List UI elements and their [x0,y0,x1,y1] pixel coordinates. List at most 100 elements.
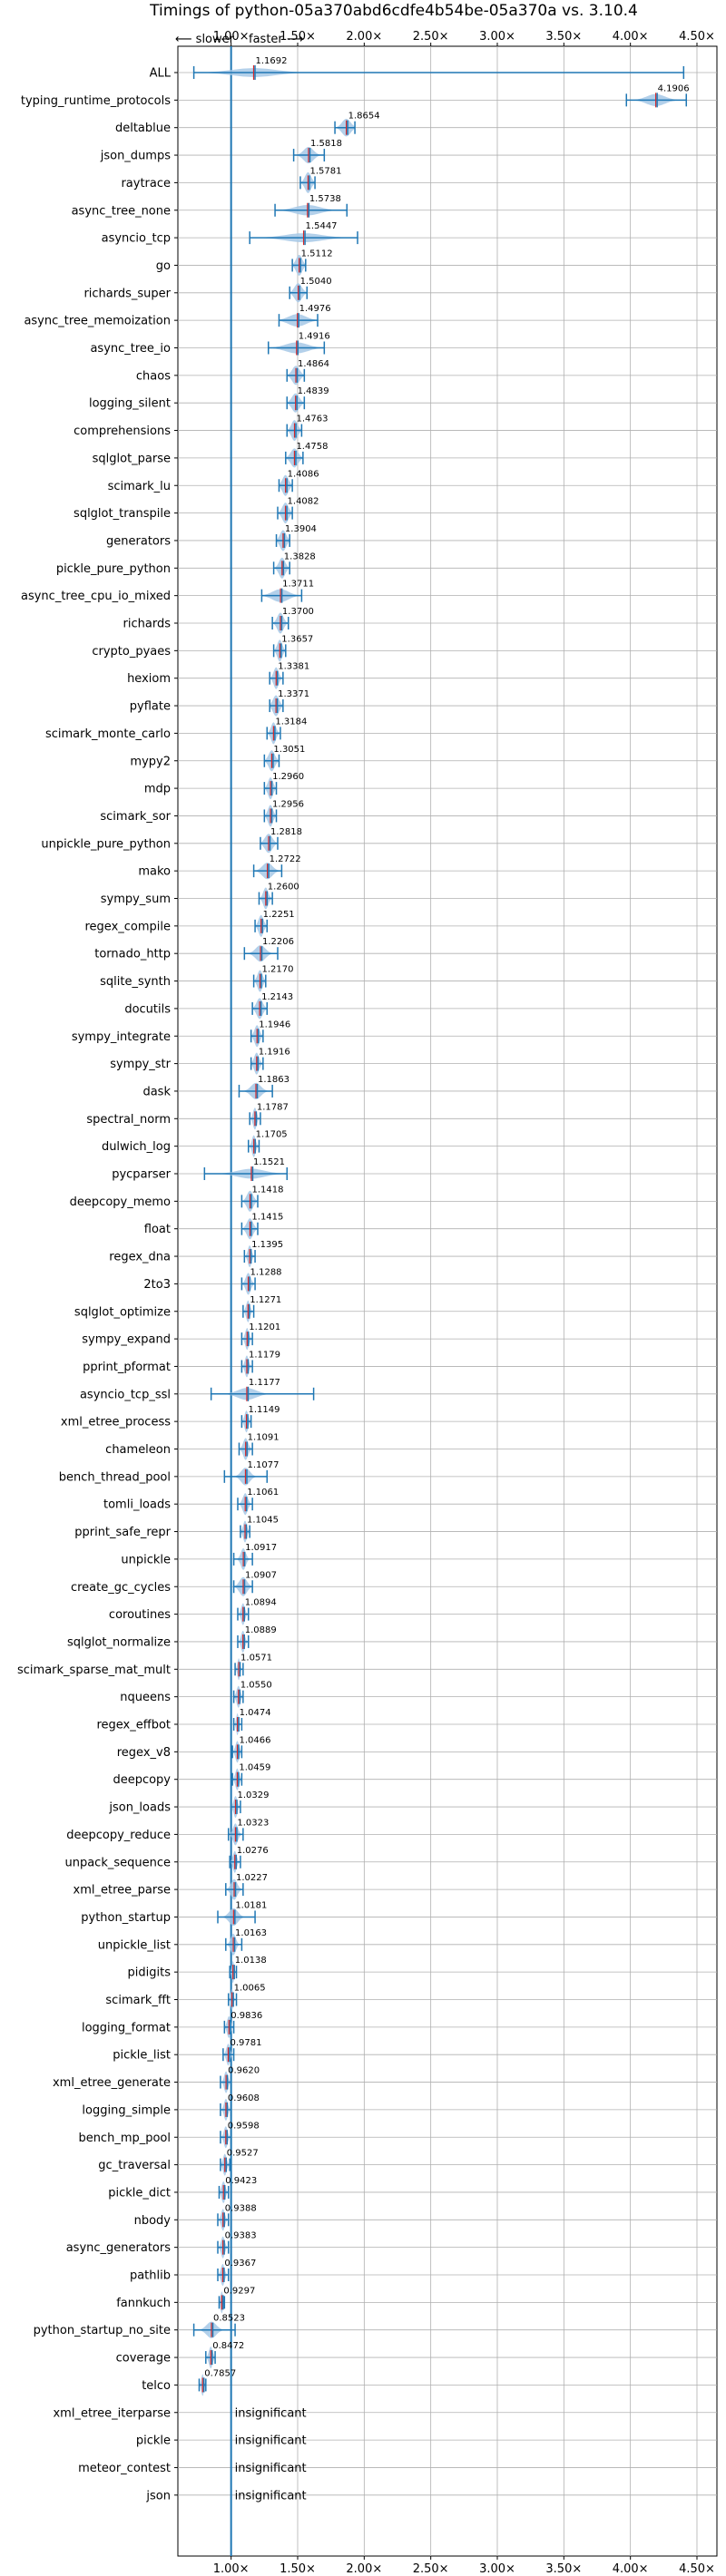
value-label: 1.2722 [270,854,301,864]
value-label: 1.3371 [278,689,309,699]
value-label: 0.9527 [227,2149,259,2159]
value-label: 4.1906 [658,83,690,93]
value-label: 1.4839 [298,386,329,396]
benchmark-label: scimark_fft [105,1994,171,2007]
benchmark-label: sympy_sum [101,893,171,906]
value-label: 1.3828 [284,551,316,561]
value-label: 1.3711 [282,580,314,590]
value-label: 1.3184 [275,717,307,727]
value-label: 1.4086 [288,469,319,479]
value-label: 1.1045 [247,1516,279,1526]
x-tick-label-bottom: 1.00× [213,2562,250,2576]
value-label: 0.7857 [204,2368,236,2378]
x-tick-label-top: 3.50× [545,30,582,44]
value-label: 1.4916 [299,332,330,342]
value-label: 1.8654 [348,112,380,122]
value-label: 1.3381 [278,662,309,672]
value-label: 0.9297 [223,2286,255,2296]
benchmark-label: deepcopy_memo [70,1195,171,1209]
benchmark-label: go [156,259,171,273]
benchmark-label: sqlite_synth [100,975,171,989]
value-label: 1.3051 [273,745,305,755]
benchmark-label: python_startup_no_site [34,2324,171,2337]
value-label: 0.9608 [228,2093,260,2103]
benchmark-label: regex_compile [84,920,171,933]
benchmark-label: create_gc_cycles [71,1581,171,1595]
insignificant-label: insignificant [235,2489,307,2503]
benchmark-label: fannkuch [116,2297,171,2310]
value-label: 1.0550 [240,1681,272,1691]
benchmark-label: regex_dna [109,1251,171,1264]
benchmark-label: dask [142,1085,171,1098]
x-tick-label-bottom: 2.50× [413,2562,449,2576]
value-label: 1.0459 [239,1763,270,1773]
benchmark-label: scimark_sparse_mat_mult [17,1664,171,1677]
chart-title: Timings of python-05a370abd6cdfe4b54be-0… [149,2,638,20]
value-label: 1.3700 [282,607,314,617]
value-label: 0.9383 [225,2231,257,2241]
value-label: 1.1395 [251,1240,283,1250]
value-label: 1.4864 [298,359,329,369]
value-label: 1.2143 [261,992,293,1002]
value-label: 1.2960 [272,772,304,782]
insignificant-label: insignificant [235,2406,307,2420]
value-label: 0.9781 [230,2038,261,2048]
value-label: 1.0163 [235,1928,267,1938]
benchmark-label: sqlglot_transpile [74,507,171,521]
value-label: 1.0894 [245,1598,277,1608]
value-label: 1.0276 [237,1846,269,1856]
benchmark-label: pickle_dict [108,2186,171,2200]
value-label: 0.8523 [213,2314,245,2324]
value-label: 1.0474 [240,1708,271,1718]
value-label: 1.5040 [300,277,332,287]
value-label: 0.9836 [231,2011,262,2021]
benchmark-label: scimark_lu [108,480,171,493]
benchmark-label: deltablue [115,122,171,135]
x-tick-label-bottom: 1.50× [280,2562,316,2576]
benchmark-label: pathlib [130,2269,171,2283]
value-label: 1.1177 [249,1378,280,1388]
value-label: 1.2170 [261,965,293,975]
value-label: 0.9423 [225,2176,257,2186]
benchmark-label: logging_format [82,2021,171,2034]
faster-direction-label: faster ⟶ [249,33,304,46]
benchmark-label: pprint_safe_repr [74,1526,171,1539]
benchmark-label: mypy2 [130,755,171,768]
value-label: 1.0329 [237,1791,269,1800]
x-tick-label-top: 1.50× [280,30,316,44]
benchmark-label: docutils [124,1002,171,1016]
benchmark-label: richards_super [83,287,171,300]
benchmark-label: async_tree_none [72,204,171,218]
benchmark-label: json [145,2489,171,2503]
value-label: 1.1288 [250,1267,282,1277]
value-label: 1.1271 [250,1295,281,1305]
benchmark-label: bench_mp_pool [78,2132,171,2145]
benchmark-label: sqlglot_normalize [67,1635,171,1649]
benchmark-label: pickle_pure_python [56,562,171,576]
benchmark-label: logging_simple [82,2103,171,2117]
x-tick-label-top: 4.00× [613,30,649,44]
value-label: 1.1916 [259,1048,290,1058]
benchmark-label: mako [138,865,171,879]
value-label: 0.9620 [228,2066,260,2076]
benchmark-label: xml_etree_generate [53,2076,171,2090]
benchmark-label: hexiom [127,672,171,686]
value-label: 1.0227 [236,1873,268,1883]
value-label: 1.2206 [262,937,294,947]
benchmark-label: gc_traversal [98,2159,171,2172]
benchmark-label: pidigits [128,1966,172,1980]
x-tick-label-top: 2.50× [413,30,449,44]
value-label: 0.9367 [224,2259,256,2269]
benchmark-label: tornado_http [94,948,171,961]
benchmark-label: regex_effbot [96,1719,171,1732]
benchmark-label: coverage [116,2352,171,2366]
value-label: 1.5447 [306,221,338,231]
benchmark-label: scimark_sor [100,810,171,824]
value-label: 1.4976 [299,304,331,314]
benchmark-label: unpickle_pure_python [41,837,171,851]
benchmark-label: bench_thread_pool [59,1470,171,1484]
value-label: 1.4763 [297,415,329,424]
x-tick-label-bottom: 4.00× [613,2562,649,2576]
value-label: 1.5781 [309,166,341,176]
x-tick-label-top: 2.00× [346,30,382,44]
